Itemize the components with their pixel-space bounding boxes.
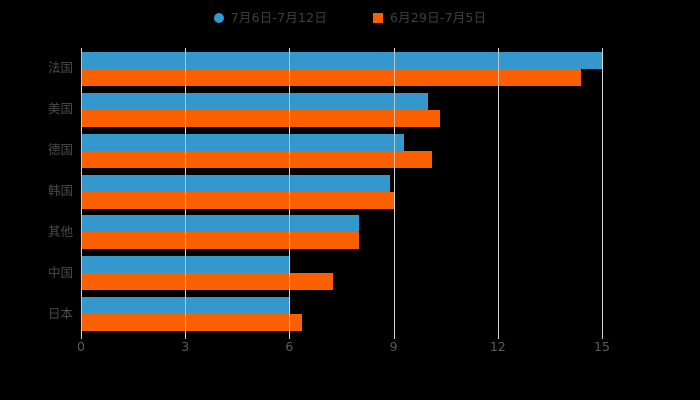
gridline-overlay-9 bbox=[393, 48, 395, 334]
y-axis-label: 韩国 bbox=[47, 183, 73, 198]
x-tick-label: 6 bbox=[285, 339, 294, 354]
legend-item-0[interactable]: 7月6日-7月12日 bbox=[213, 9, 327, 25]
gridline-overlay-15 bbox=[602, 48, 603, 334]
bar[interactable] bbox=[81, 133, 405, 151]
chart-legend: 7月6日-7月12日 6月29日-7月5日 bbox=[0, 8, 700, 28]
bar[interactable] bbox=[81, 191, 394, 209]
bar-group bbox=[81, 252, 602, 293]
y-axis-label: 中国 bbox=[47, 264, 73, 280]
gridline-overlay-6 bbox=[289, 48, 291, 334]
x-tick-label: 15 bbox=[594, 339, 610, 354]
legend-label: 7月6日-7月12日 bbox=[230, 9, 327, 25]
bar[interactable] bbox=[81, 109, 441, 127]
y-axis-label: 法国 bbox=[47, 60, 73, 76]
bar-group bbox=[81, 89, 602, 130]
legend-marker-circle-icon bbox=[213, 13, 224, 23]
bar[interactable] bbox=[81, 174, 391, 192]
x-tick-mark bbox=[289, 334, 291, 339]
gridline-overlay-12 bbox=[497, 48, 499, 334]
bar-group bbox=[81, 48, 602, 89]
bar[interactable] bbox=[81, 273, 333, 291]
bar[interactable] bbox=[81, 150, 432, 168]
x-tick-mark bbox=[81, 334, 82, 339]
x-tick-label: 0 bbox=[77, 339, 85, 354]
x-tick-label: 12 bbox=[489, 339, 506, 354]
plot-area bbox=[81, 48, 603, 334]
y-axis-label: 其他 bbox=[47, 223, 73, 239]
legend-item-1[interactable]: 6月29日-7月5日 bbox=[373, 9, 487, 25]
legend-label: 6月29日-7月5日 bbox=[390, 9, 487, 25]
x-tick-mark bbox=[185, 334, 187, 339]
legend-marker-square-icon bbox=[373, 13, 383, 23]
bar[interactable] bbox=[81, 69, 582, 86]
bar[interactable] bbox=[81, 232, 359, 250]
bar[interactable] bbox=[81, 52, 602, 69]
bar-group bbox=[81, 211, 602, 252]
x-tick-mark bbox=[497, 334, 499, 339]
y-axis-label: 日本 bbox=[47, 305, 73, 321]
x-axis: 0 3 6 9 12 15 bbox=[77, 334, 610, 364]
x-tick-label: 9 bbox=[389, 339, 398, 354]
bar[interactable] bbox=[81, 314, 302, 332]
bar[interactable] bbox=[81, 215, 359, 233]
y-axis-label: 德国 bbox=[47, 142, 73, 158]
x-tick-label: 3 bbox=[181, 339, 190, 354]
y-axis-label: 美国 bbox=[47, 101, 73, 117]
y-axis-category-labels: 法国美国德国韩国其他中国日本 bbox=[0, 48, 73, 334]
bar-group bbox=[81, 171, 602, 212]
x-tick-mark bbox=[393, 334, 395, 339]
bar-group bbox=[81, 130, 602, 171]
gridline-overlay-3 bbox=[185, 48, 187, 334]
x-tick-mark bbox=[602, 334, 603, 339]
bar[interactable] bbox=[81, 92, 429, 110]
gridline-overlay-0 bbox=[81, 48, 82, 334]
bar-group bbox=[81, 293, 602, 334]
